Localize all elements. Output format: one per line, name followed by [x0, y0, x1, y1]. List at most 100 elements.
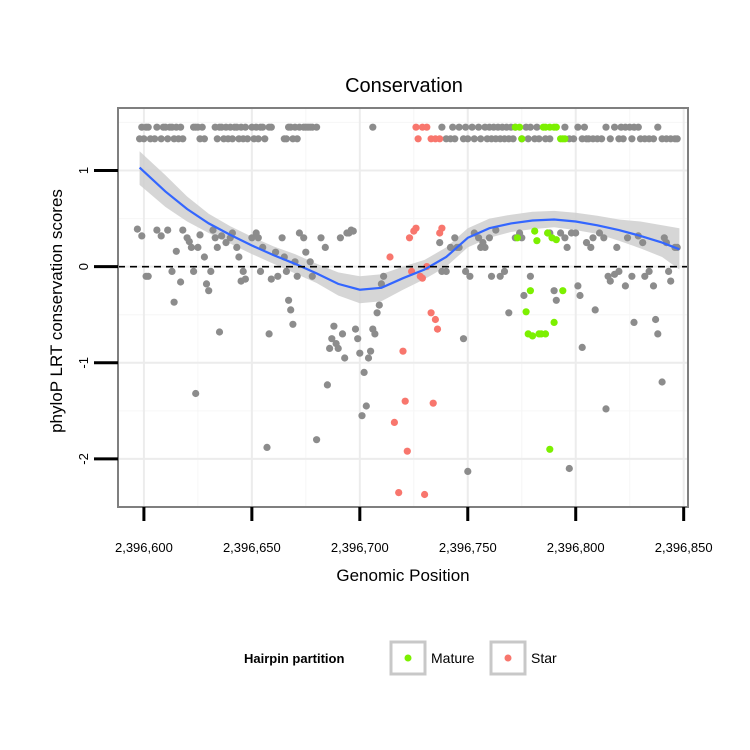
data-point-other [565, 464, 573, 473]
data-point-star [386, 253, 394, 261]
data-point-other [317, 234, 325, 242]
data-point-other [170, 298, 178, 306]
data-point-other [606, 277, 614, 285]
data-point-other [362, 402, 370, 410]
legend-key-star [489, 640, 527, 676]
legend-dot-star [504, 654, 512, 662]
data-point-star [429, 399, 437, 407]
data-point-other [455, 243, 463, 251]
data-point-other [619, 135, 627, 143]
data-point-other [505, 309, 513, 317]
data-point-other [602, 123, 610, 131]
data-point-other [446, 243, 455, 251]
data-point-other [442, 267, 450, 275]
data-point-other [470, 135, 478, 143]
data-point-other [254, 135, 262, 143]
data-point-other [570, 135, 578, 143]
x-tick-label: 2,396,650 [223, 540, 281, 555]
plot-panel [118, 108, 688, 507]
data-point-other [561, 123, 569, 131]
data-point-other [667, 277, 675, 285]
data-point-other [330, 322, 338, 330]
data-point-other [550, 287, 558, 295]
data-point-other [267, 123, 275, 131]
data-point-other [557, 229, 565, 237]
legend: Hairpin partition Mature Star [244, 640, 557, 676]
data-point-other [138, 232, 146, 240]
y-tick-label: 0 [76, 263, 91, 270]
data-point-other [144, 123, 152, 131]
data-point-other [256, 267, 265, 275]
y-axis: 1 0 -1 -2 [76, 167, 118, 465]
data-point-other [295, 229, 303, 237]
data-point-other [209, 226, 217, 234]
data-point-star [438, 224, 446, 232]
data-point-mature [561, 135, 569, 143]
data-point-other [462, 267, 470, 275]
data-point-other [449, 123, 457, 131]
data-point-other [654, 330, 662, 338]
data-point-other [630, 318, 638, 326]
data-point-star [403, 447, 411, 455]
data-point-other [233, 243, 241, 251]
data-point-other [177, 278, 185, 286]
data-point-other [615, 267, 623, 275]
data-point-other [645, 267, 653, 275]
smooth-line-layer [138, 166, 680, 291]
data-point-other [459, 335, 468, 343]
data-point-other [239, 267, 247, 275]
data-point-other [563, 243, 571, 251]
data-point-other [157, 135, 165, 143]
data-point-other [272, 248, 280, 256]
data-point-other [533, 123, 541, 131]
data-point-other [611, 123, 619, 131]
data-point-other [526, 123, 535, 131]
data-point-other [623, 234, 632, 242]
data-point-other [451, 234, 459, 242]
data-point-other [673, 135, 681, 143]
data-point-other [654, 123, 662, 131]
data-point-other [561, 234, 569, 242]
data-point-other [595, 229, 604, 237]
data-point-other [194, 243, 202, 251]
data-point-other [475, 234, 483, 242]
data-point-other [200, 135, 208, 143]
data-point-other [436, 239, 444, 247]
data-point-other [349, 227, 357, 235]
data-point-other [468, 123, 476, 131]
data-point-other [153, 123, 161, 131]
data-point-other [576, 291, 584, 300]
data-point-other [360, 368, 368, 376]
y-tick-label: 1 [76, 167, 91, 174]
data-point-other [164, 135, 172, 143]
data-point-other [438, 123, 446, 131]
data-point-other [133, 225, 141, 233]
data-point-star [399, 347, 407, 355]
data-point-other [481, 243, 489, 251]
data-point-other [168, 267, 176, 275]
data-point-other [354, 335, 362, 343]
data-point-star [412, 123, 420, 131]
data-point-other [338, 330, 347, 338]
data-point-other [198, 123, 206, 131]
data-point-other [351, 325, 360, 333]
data-point-other [526, 272, 535, 280]
data-point-other [509, 135, 517, 143]
data-point-other [185, 238, 193, 246]
data-point-other [652, 315, 660, 324]
panel-background [118, 108, 688, 507]
data-point-other [306, 258, 314, 266]
data-point-other [215, 328, 224, 336]
data-point-other [328, 335, 336, 343]
data-point-other [380, 272, 388, 280]
data-point-other [190, 267, 198, 275]
data-point-other [580, 123, 589, 131]
data-point-other [487, 272, 496, 280]
series-other [133, 123, 681, 475]
data-point-other [313, 436, 321, 444]
data-point-other [172, 247, 180, 255]
data-point-other [356, 349, 364, 357]
x-axis: 2,396,600 2,396,650 2,396,700 2,396,750 2,39… [115, 507, 713, 555]
data-point-other [341, 354, 349, 362]
data-point-other [377, 280, 385, 288]
